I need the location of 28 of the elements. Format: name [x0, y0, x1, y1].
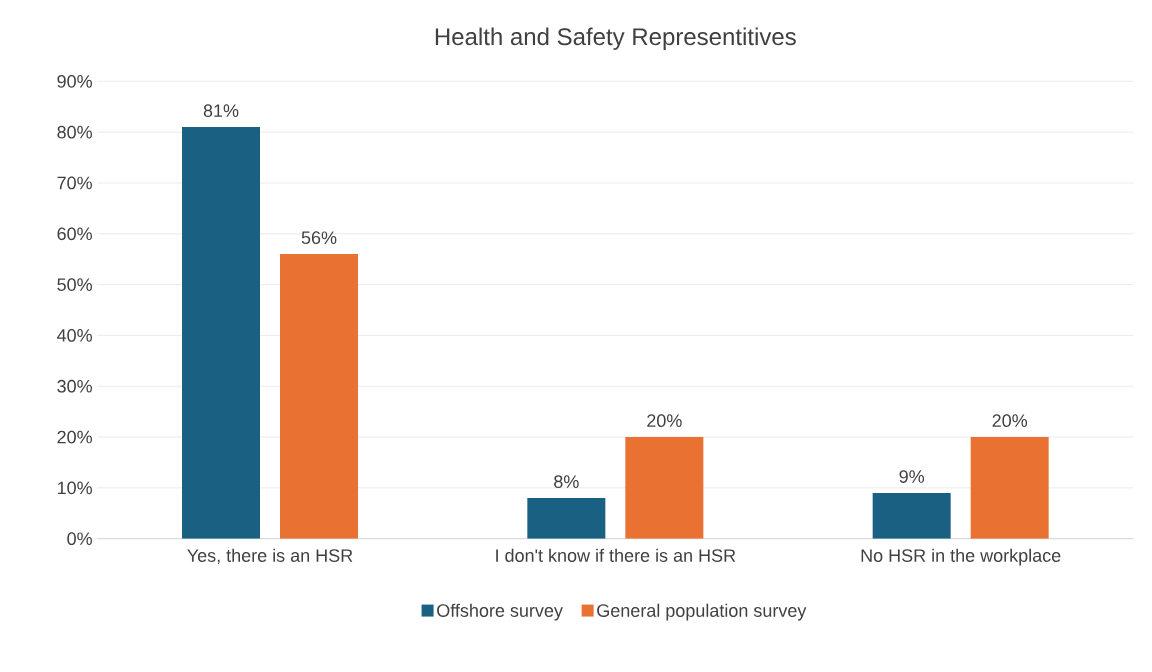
y-tick-label: 90% [57, 74, 92, 88]
data-label: 20% [992, 414, 1028, 427]
x-tick-label: No HSR in the workplace [861, 548, 1061, 566]
legend-label: General population survey [597, 603, 807, 621]
x-tick-label: Yes, there is an HSR [187, 548, 353, 565]
x-tick-label: I don't know if there is an HSR [496, 548, 736, 562]
data-label: 8% [554, 475, 579, 488]
y-tick-label: 50% [57, 278, 92, 291]
legend-label: Offshore survey [437, 603, 563, 621]
bar [970, 437, 1049, 539]
data-label: 56% [301, 231, 337, 245]
bar [280, 254, 358, 539]
data-label: 20% [647, 414, 682, 427]
data-label: 81% [203, 104, 239, 118]
y-tick-label: 20% [57, 430, 92, 444]
y-tick-label: 30% [57, 379, 92, 393]
bar [527, 498, 606, 539]
y-tick-label: 60% [57, 227, 92, 241]
y-tick-label: 40% [57, 329, 92, 342]
data-label: 9% [899, 470, 925, 483]
y-tick-label: 0% [67, 532, 92, 546]
y-tick-label: 10% [57, 481, 92, 495]
y-tick-label: 80% [57, 125, 92, 139]
bar [872, 492, 951, 539]
bar [182, 127, 261, 539]
bar [625, 437, 704, 539]
chart-title: Health and Safety Representitives [435, 27, 796, 50]
y-tick-label: 70% [57, 176, 92, 190]
